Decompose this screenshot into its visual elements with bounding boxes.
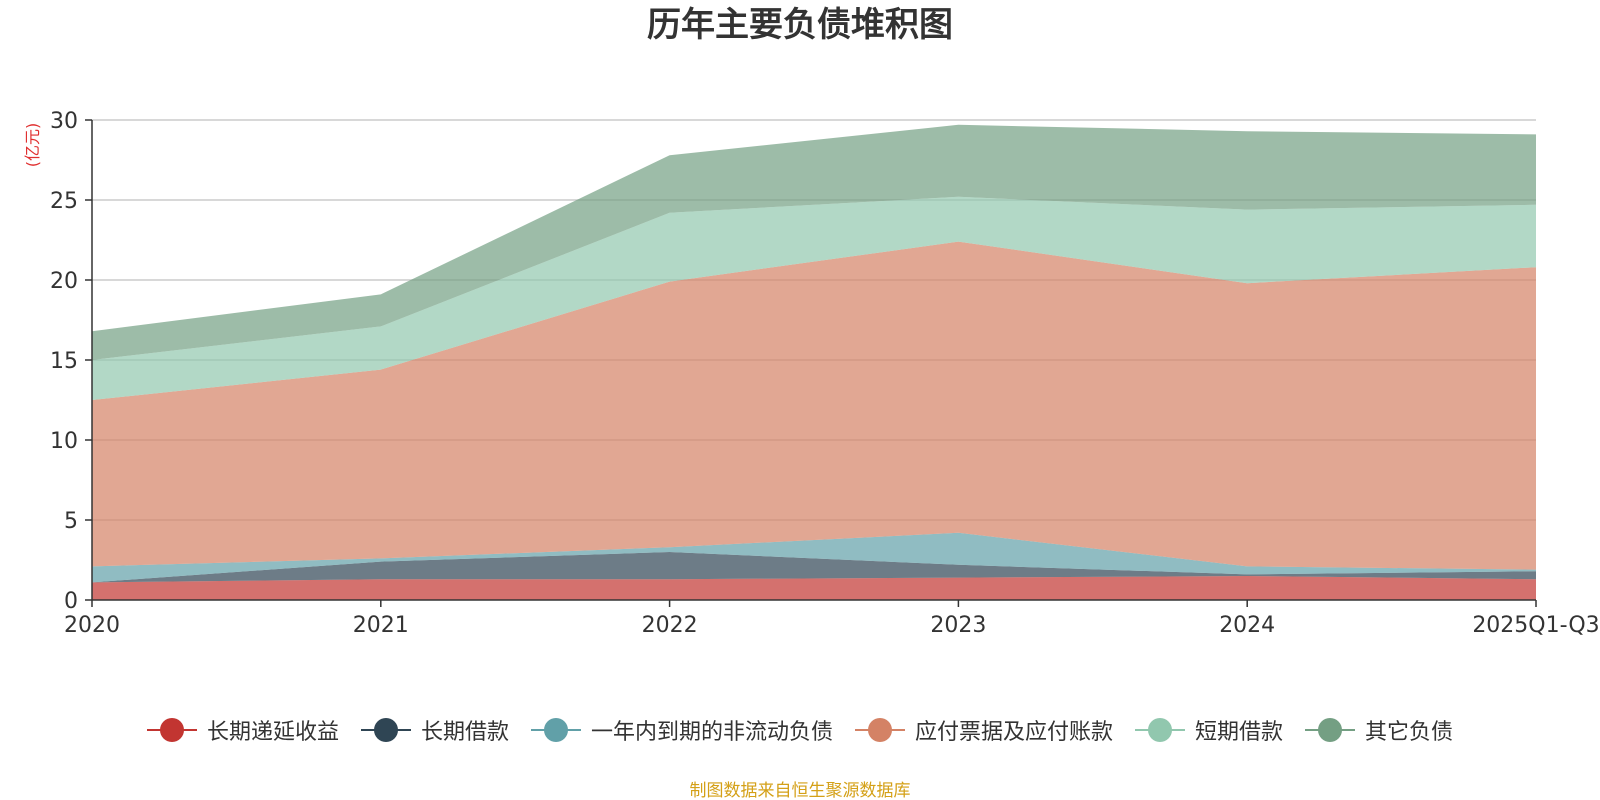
legend-label: 一年内到期的非流动负债	[590, 720, 833, 745]
chart-title: 历年主要负债堆积图	[647, 5, 953, 45]
x-tick-label: 2022	[642, 613, 698, 638]
y-tick-label: 10	[50, 429, 78, 454]
legend-label: 长期借款	[420, 720, 509, 745]
legend-marker	[855, 717, 905, 743]
legend: 长期递延收益 长期借款 一年内到期的非流动负债 应付票据及应付账款 短期借款 其它负债	[0, 714, 1600, 746]
area-series-6[interactable]	[92, 124, 1536, 360]
y-tick-label: 20	[50, 269, 78, 294]
legend-label: 其它负债	[1365, 720, 1454, 745]
legend-marker	[1305, 717, 1356, 743]
axes: 0 5 10 15 20 25 30 2020 2021 2022 2023 2024 2025Q1-Q…	[50, 109, 1600, 638]
x-tick-label: 2021	[353, 613, 409, 638]
legend-item-6[interactable]: 其它负债	[1305, 714, 1453, 746]
legend-item-4[interactable]: 应付票据及应付账款	[855, 714, 1113, 746]
legend-marker	[530, 717, 581, 743]
area-series-1[interactable]	[92, 576, 1536, 600]
legend-label: 应付票据及应付账款	[915, 720, 1114, 745]
source-note: 制图数据来自恒生聚源数据库	[689, 781, 911, 800]
legend-label: 长期递延收益	[206, 720, 339, 745]
legend-marker	[1135, 717, 1186, 743]
x-tick-label: 2024	[1219, 613, 1275, 638]
legend-item-1[interactable]: 长期递延收益	[146, 714, 339, 746]
x-tick-label: 2023	[930, 613, 986, 638]
y-axis-unit-label: (亿元)	[23, 123, 42, 168]
area-series-4[interactable]	[92, 241, 1536, 570]
y-tick-label: 25	[50, 189, 78, 214]
y-tick-label: 0	[64, 589, 78, 614]
legend-item-5[interactable]: 短期借款	[1135, 714, 1283, 746]
legend-label: 短期借款	[1195, 720, 1284, 745]
area-series-2[interactable]	[92, 552, 1536, 583]
legend-marker	[146, 717, 197, 743]
y-tick-label: 15	[50, 349, 78, 374]
x-tick-label: 2020	[64, 613, 120, 638]
area-series-layer	[92, 124, 1536, 600]
y-tick-label: 30	[50, 109, 78, 134]
x-tick-label: 2025Q1-Q3	[1472, 613, 1599, 638]
area-series-5[interactable]	[92, 196, 1536, 400]
legend-item-2[interactable]: 长期借款	[360, 714, 509, 746]
y-tick-label: 5	[64, 509, 78, 534]
legend-item-3[interactable]: 一年内到期的非流动负债	[530, 714, 833, 746]
legend-marker	[360, 717, 411, 743]
area-series-3[interactable]	[92, 532, 1536, 583]
